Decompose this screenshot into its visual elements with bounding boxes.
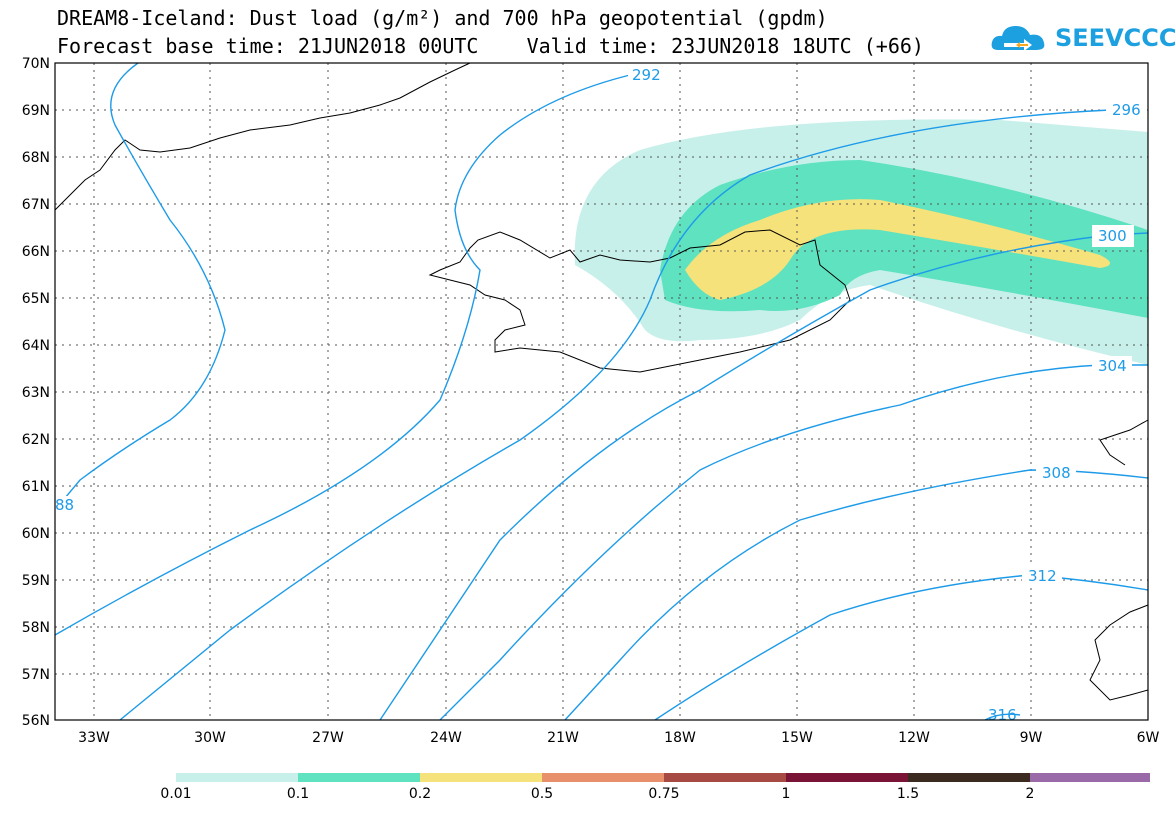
contour-label-304: 304 bbox=[1098, 357, 1127, 375]
lat-label: 56N bbox=[22, 713, 50, 729]
map-title: DREAM8-Iceland: Dust load (g/m²) and 700… bbox=[57, 6, 828, 30]
lon-label: 30W bbox=[194, 730, 226, 746]
lat-label: 69N bbox=[22, 103, 50, 119]
contour-316 bbox=[984, 713, 1021, 721]
lat-label: 61N bbox=[22, 479, 50, 495]
cloud-arrow-icon bbox=[991, 26, 1045, 51]
dust-band-02 bbox=[685, 199, 1110, 300]
colorbar-label: 2 bbox=[1025, 786, 1035, 802]
map-frame bbox=[54, 62, 1149, 721]
dust-band-01 bbox=[660, 160, 1148, 318]
colorbar-label: 0.1 bbox=[286, 786, 310, 802]
lon-label: 6W bbox=[1137, 730, 1160, 746]
colorbar-label: 0.01 bbox=[160, 786, 192, 802]
dust-layer bbox=[574, 119, 1148, 365]
contour-label-296: 296 bbox=[1112, 101, 1141, 119]
lon-label: 18W bbox=[664, 730, 696, 746]
lat-label: 68N bbox=[22, 150, 50, 166]
iceland-coast bbox=[428, 229, 851, 373]
contour-292 bbox=[54, 74, 631, 636]
contour-label-308: 308 bbox=[1042, 464, 1071, 482]
lat-label: 62N bbox=[22, 432, 50, 448]
coastlines bbox=[54, 62, 1149, 701]
colorbar-label: 1.5 bbox=[896, 786, 920, 802]
contour-308 bbox=[564, 469, 1149, 721]
lon-label: 12W bbox=[898, 730, 930, 746]
lat-label: 66N bbox=[22, 244, 50, 260]
colorbar-segment bbox=[542, 773, 664, 782]
lat-label: 59N bbox=[22, 573, 50, 589]
contour-288 bbox=[54, 62, 226, 511]
colorbar-label: 0.75 bbox=[648, 786, 680, 802]
scotland-coast bbox=[1089, 604, 1149, 701]
map-subtitle: Forecast base time: 21JUN2018 00UTC Vali… bbox=[57, 34, 924, 58]
grid bbox=[55, 63, 1148, 720]
contour-label-292: 292 bbox=[632, 66, 661, 84]
lat-label: 58N bbox=[22, 620, 50, 636]
colorbar-label: 0.5 bbox=[530, 786, 554, 802]
lat-label: 63N bbox=[22, 385, 50, 401]
contour-label-312: 312 bbox=[1028, 567, 1057, 585]
lat-label: 57N bbox=[22, 667, 50, 683]
lon-label: 33W bbox=[78, 730, 110, 746]
colorbar-segment bbox=[176, 773, 298, 782]
lat-label: 65N bbox=[22, 291, 50, 307]
contour-label-288: 88 bbox=[55, 496, 74, 514]
colorbar-segment bbox=[664, 773, 786, 782]
greenland-coast bbox=[54, 62, 471, 211]
colorbar-segment bbox=[298, 773, 420, 782]
lat-label: 70N bbox=[22, 56, 50, 72]
lat-label: 64N bbox=[22, 338, 50, 354]
lon-label: 15W bbox=[781, 730, 813, 746]
colorbar-segment bbox=[1030, 773, 1150, 782]
lon-label: 21W bbox=[547, 730, 579, 746]
norway-coast bbox=[1099, 419, 1149, 466]
geopotential-contours bbox=[54, 62, 1149, 721]
colorbar-segment bbox=[786, 773, 908, 782]
contour-300 bbox=[379, 232, 1149, 721]
contour-296 bbox=[119, 109, 1111, 721]
lon-labels: 33W 30W 27W 24W 21W 18W 15W 12W 9W 6W bbox=[78, 730, 1159, 746]
lat-label: 60N bbox=[22, 526, 50, 542]
colorbar-label: 1 bbox=[781, 786, 791, 802]
contour-312 bbox=[654, 574, 1149, 721]
lat-label: 67N bbox=[22, 197, 50, 213]
contour-label-316: 316 bbox=[988, 706, 1017, 724]
contour-304 bbox=[439, 364, 1148, 721]
lon-label: 9W bbox=[1020, 730, 1043, 746]
lat-labels: 70N 69N 68N 67N 66N 65N 64N 63N 62N 61N … bbox=[22, 56, 50, 729]
logo-text: SEEVCCC bbox=[1055, 24, 1175, 52]
colorbar-label: 0.2 bbox=[408, 786, 432, 802]
lon-label: 24W bbox=[430, 730, 462, 746]
colorbar-segment bbox=[908, 773, 1030, 782]
contour-label-300: 300 bbox=[1098, 227, 1127, 245]
lon-label: 27W bbox=[312, 730, 344, 746]
colorbar-segment bbox=[420, 773, 542, 782]
